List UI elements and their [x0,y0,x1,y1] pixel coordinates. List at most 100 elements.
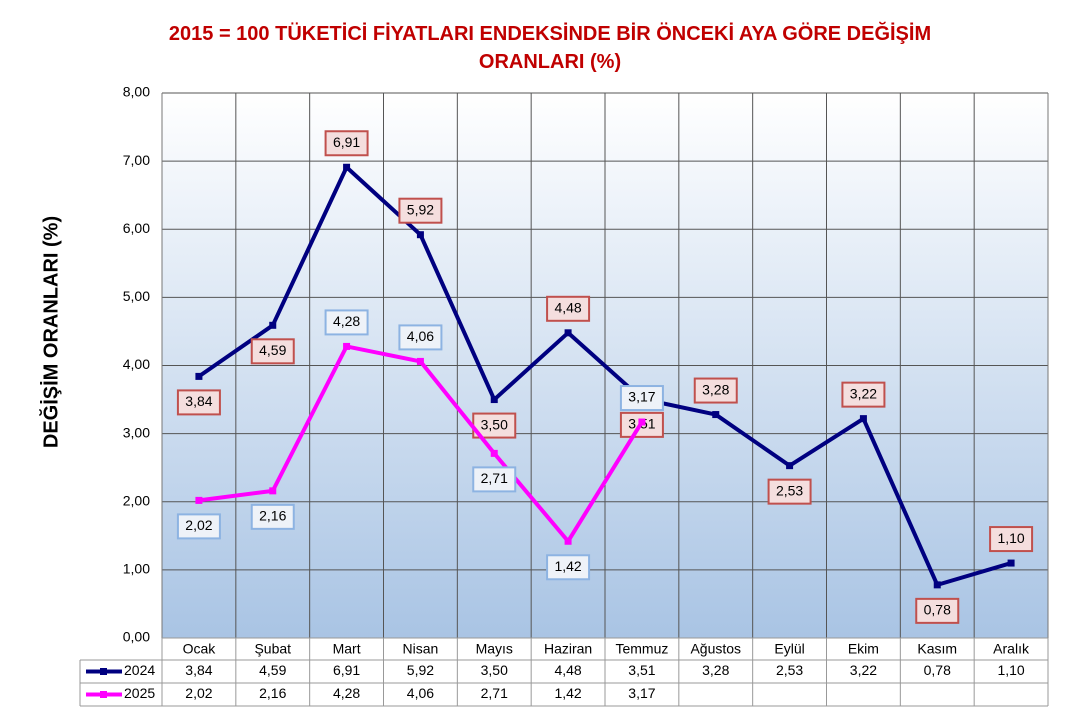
data-label-box [176,389,221,416]
data-label-box [176,513,221,540]
data-label: 3,17 [628,389,655,405]
legend-marker [100,668,107,675]
data-label-box [250,338,295,365]
table-cell: 1,42 [554,685,581,701]
point-marker [638,418,646,426]
table-cell: 3,22 [850,662,877,678]
chart-title: 2015 = 100 TÜKETİCİ FİYATLARI ENDEKSİNDE… [168,23,932,73]
data-label-box [324,309,369,336]
data-label-box [989,526,1034,553]
data-label: 2,02 [185,517,212,533]
table-cell: 2,02 [185,685,212,701]
data-label: 4,28 [333,313,360,329]
y-tick-label: 4,00 [123,356,150,372]
point-marker [269,321,277,329]
data-label: 6,91 [333,134,360,150]
x-tick-label: Ağustos [690,641,741,657]
point-marker [343,163,351,171]
data-label-box [472,466,517,493]
point-marker [269,487,277,495]
point-marker [490,396,498,404]
y-tick-label: 7,00 [123,152,150,168]
data-label-box [546,295,591,322]
y-tick-label: 3,00 [123,424,150,440]
table-cell: 3,17 [628,685,655,701]
data-label-box [841,381,886,408]
point-marker [343,342,351,350]
data-label: 3,50 [481,416,508,432]
point-marker [564,329,572,337]
x-tick-label: Kasım [917,641,957,657]
point-marker [490,449,498,457]
table-cell: 2,53 [776,662,803,678]
y-tick-label: 0,00 [123,629,150,645]
data-label-box [324,130,369,157]
table-cell: 3,28 [702,662,729,678]
point-marker [195,372,203,380]
point-marker [416,357,424,365]
data-label: 2,71 [481,470,508,486]
point-marker [933,581,941,589]
x-tick-label: Nisan [403,641,439,657]
data-label-box [915,597,960,624]
x-tick-label: Temmuz [615,641,668,657]
point-marker [859,415,867,423]
y-tick-label: 5,00 [123,288,150,304]
legend-label: 2025 [124,685,155,701]
table-cell: 3,51 [628,662,655,678]
x-tick-label: Şubat [254,641,291,657]
point-marker [416,231,424,239]
legend-label: 2024 [124,662,155,678]
y-axis-label: DEĞİŞİM ORANLARI (%) [38,216,62,448]
data-label-box [693,377,738,404]
data-label: 3,28 [702,381,729,397]
y-tick-label: 1,00 [123,561,150,577]
y-tick-label: 8,00 [123,84,150,100]
table-cell: 6,91 [333,662,360,678]
legend-marker [100,691,107,698]
table-cell: 2,16 [259,685,286,701]
point-marker [195,496,203,504]
point-marker [564,537,572,545]
x-tick-label: Ocak [183,641,217,657]
table-cell: 3,50 [481,662,508,678]
data-label: 4,06 [407,328,434,344]
data-label: 0,78 [924,602,951,618]
table-cell: 4,59 [259,662,286,678]
table-cell: 4,28 [333,685,360,701]
y-tick-label: 6,00 [123,220,150,236]
x-tick-label: Eylül [774,641,804,657]
y-tick-label: 2,00 [123,492,150,508]
data-label-box [619,385,664,412]
table-cell: 4,48 [554,662,581,678]
table-cell: 3,84 [185,662,212,678]
data-label: 4,48 [554,300,581,316]
table-cell: 1,10 [997,662,1024,678]
x-tick-label: Aralık [993,641,1030,657]
table-cell: 4,06 [407,685,434,701]
point-marker [1007,559,1015,567]
table-cell: 0,78 [924,662,951,678]
data-label: 3,22 [850,385,877,401]
x-tick-label: Mayıs [476,641,513,657]
data-label-box [398,197,443,224]
x-tick-label: Mart [333,641,361,657]
point-marker [786,462,794,470]
data-label: 5,92 [407,201,434,217]
data-label: 2,53 [776,482,803,498]
data-label-box [398,324,443,351]
table-cell: 5,92 [407,662,434,678]
data-label-box [767,478,812,505]
series-line [197,165,1012,587]
data-label-box [250,503,295,530]
table-cell: 2,71 [481,685,508,701]
data-label: 2,16 [259,508,286,524]
x-tick-label: Ekim [848,641,879,657]
data-label: 4,59 [259,342,286,358]
data-label: 1,10 [997,530,1024,546]
x-tick-label: Haziran [544,641,592,657]
point-marker [712,411,720,419]
data-label: 1,42 [554,558,581,574]
